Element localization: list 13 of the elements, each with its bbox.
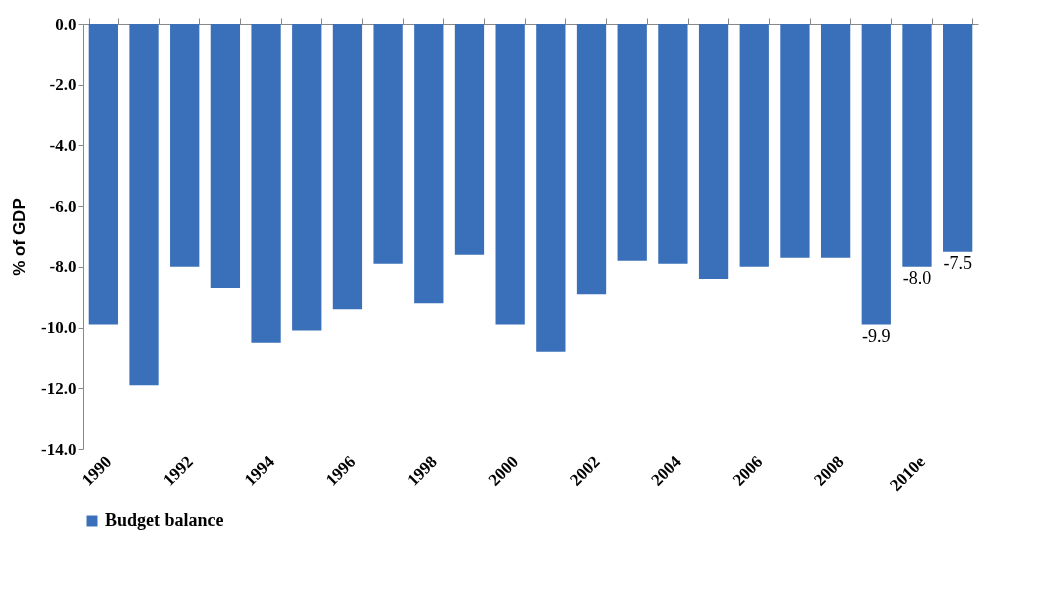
y-tick-label: -12.0 xyxy=(41,378,77,398)
legend-label: Budget balance xyxy=(105,510,224,530)
y-tick-label: -2.0 xyxy=(49,75,77,95)
data-label: -9.9 xyxy=(862,325,891,346)
y-tick-label: -8.0 xyxy=(49,257,77,277)
y-tick-label: -14.0 xyxy=(41,439,77,459)
y-tick-label: -6.0 xyxy=(49,196,77,216)
y-tick-label: -10.0 xyxy=(41,318,77,338)
y-tick-label: -4.0 xyxy=(49,135,77,155)
data-label: -8.0 xyxy=(902,267,932,288)
data-label: -7.5 xyxy=(943,252,972,273)
y-tick-label: 0.0 xyxy=(55,14,77,34)
y-axis-title: % of GDP xyxy=(10,198,30,276)
